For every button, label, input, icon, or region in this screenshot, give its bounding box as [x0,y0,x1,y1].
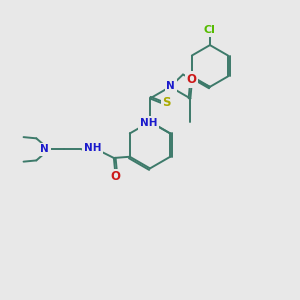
Text: O: O [187,73,196,86]
Text: N: N [40,144,49,154]
Text: N: N [166,81,175,91]
Text: O: O [110,170,120,183]
Text: NH: NH [83,143,101,153]
Text: Cl: Cl [204,26,216,35]
Text: S: S [162,96,171,110]
Text: NH: NH [140,118,158,128]
